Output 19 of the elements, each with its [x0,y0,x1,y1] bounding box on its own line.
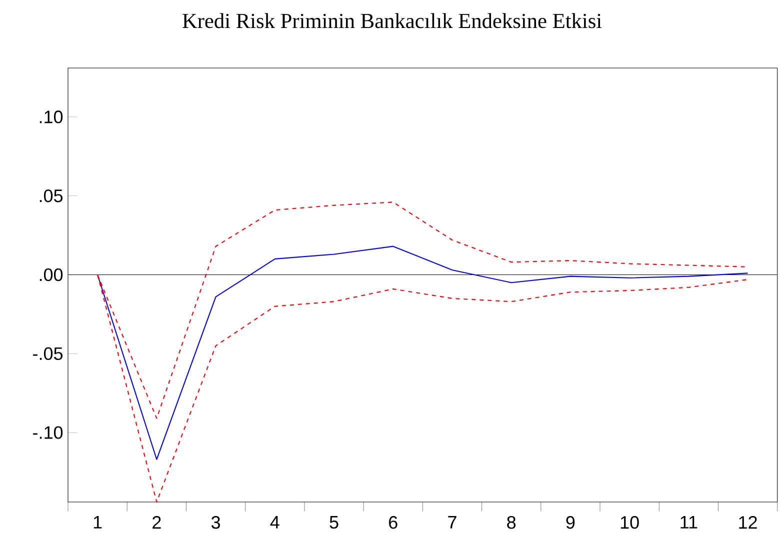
x-tick-label: 2 [152,516,161,529]
y-tick-label: .10 [40,110,63,124]
y-tick-label: .00 [40,268,63,282]
x-tick-label: 9 [566,516,575,529]
x-tick-label: 7 [448,516,456,528]
y-tick-label: .05 [40,189,63,202]
y-tick-label: -.05 [33,347,63,360]
x-tick-label: 10 [620,516,639,529]
chart-title: Kredi Risk Priminin Bankacılık Endeksine Etkisi [182,13,602,28]
line-series [97,246,748,460]
x-tick-label: 3 [211,516,220,529]
x-tick-label: 8 [507,516,516,529]
x-tick-label: 5 [330,516,338,529]
y-tick-label: -.10 [33,426,63,439]
x-tick-label: 12 [739,516,757,529]
x-tick-label: 4 [270,516,280,528]
x-tick-label: 11 [680,516,698,528]
x-tick-label: 6 [389,516,398,529]
x-tick-label: 1 [94,516,102,528]
